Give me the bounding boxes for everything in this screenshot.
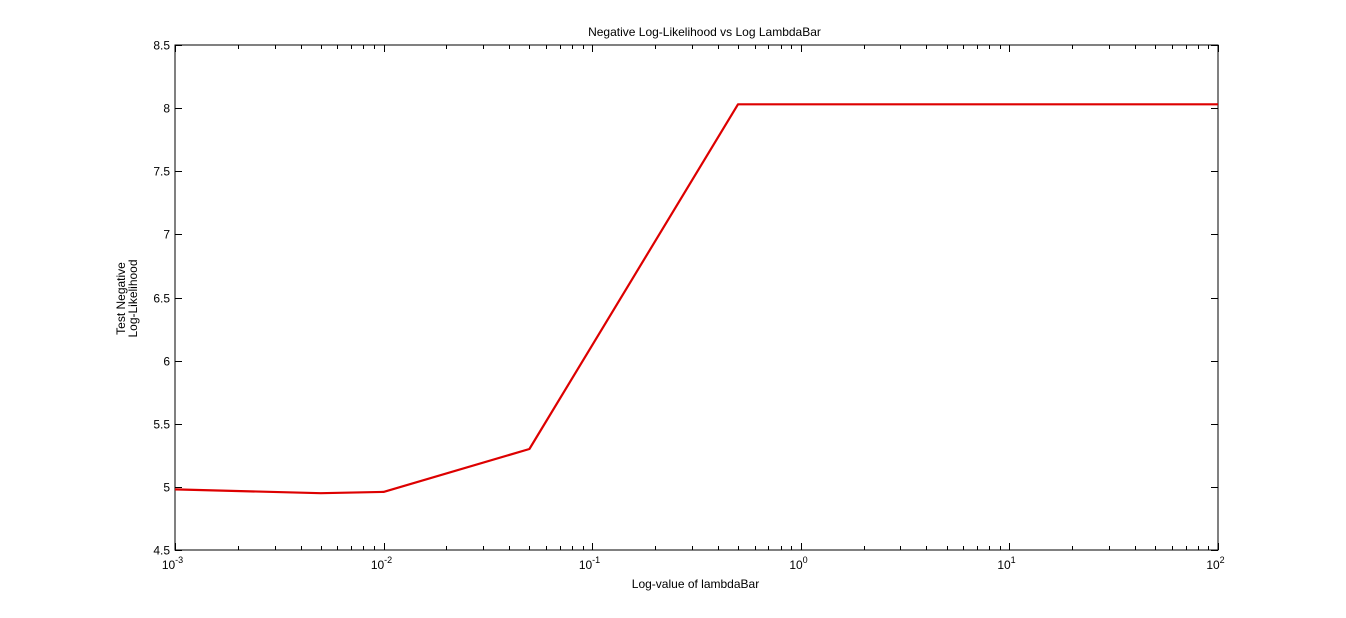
x-tick-label: 10-2 [371,555,392,572]
y-tick-label: 5 [163,481,170,495]
y-tick-label: 8.5 [153,39,170,53]
y-tick-label: 8 [163,102,170,116]
y-tick-label: 7 [163,228,170,242]
x-tick-label: 101 [997,555,1015,572]
x-tick-label: 100 [789,555,807,572]
y-tick-label: 7.5 [153,165,170,179]
x-tick-label: 10-1 [579,555,600,572]
x-tick-label: 102 [1206,555,1224,572]
series-line [174,103,1218,495]
plot-area [174,44,1219,551]
y-tick-label: 4.5 [153,544,170,558]
y-tick-label: 5.5 [153,418,170,432]
chart-title: Negative Log-Likelihood vs Log LambdaBar [588,25,821,39]
y-tick-label: 6 [163,355,170,369]
x-tick-label: 10-3 [162,555,183,572]
y-axis-label: Test NegativeLog-Likelihood [114,259,140,337]
x-axis-label: Log-value of lambdaBar [632,577,759,591]
y-tick-label: 6.5 [153,292,170,306]
